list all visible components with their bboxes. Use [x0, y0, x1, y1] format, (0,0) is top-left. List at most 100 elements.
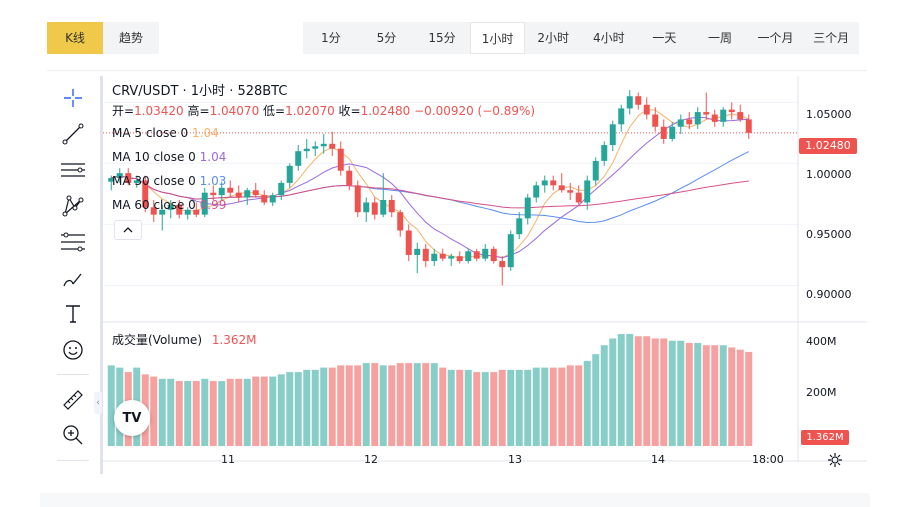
volume-bar [481, 372, 489, 446]
timeframe-2h[interactable]: 2小时 [537, 31, 569, 45]
volume-bar [558, 367, 566, 446]
ma30-label: MA 30 close 0 [112, 174, 196, 188]
candle [269, 195, 276, 203]
ma30-legend[interactable]: MA 30 close 0 1.03 [112, 173, 535, 189]
volume-bar [719, 345, 727, 446]
candle [567, 190, 574, 193]
volume-bar [405, 363, 413, 446]
volume-bar [651, 338, 659, 446]
open-label: 开= [112, 104, 135, 118]
volume-bar [702, 345, 710, 446]
chevron-up-icon [123, 227, 133, 233]
ma10-legend[interactable]: MA 10 close 0 1.04 [112, 149, 535, 165]
candle [635, 96, 642, 105]
ma5-value: 1.04 [192, 126, 219, 140]
zoom-in-icon[interactable] [59, 421, 87, 449]
trend-line-icon[interactable] [59, 120, 87, 148]
candle [720, 109, 727, 122]
emoji-icon[interactable] [59, 336, 87, 364]
volume-bar [439, 367, 447, 446]
candle [184, 209, 191, 215]
timeframe-3mo[interactable]: 三个月 [813, 31, 850, 45]
brush-icon[interactable] [59, 264, 87, 292]
candle [380, 200, 387, 215]
volume-bar [541, 367, 549, 446]
timeframe-15m[interactable]: 15分 [428, 31, 456, 45]
volume-bar [192, 381, 200, 446]
volume-bar [566, 365, 574, 446]
tradingview-logo[interactable]: TV [114, 400, 150, 436]
volume-bar [422, 363, 430, 446]
toolbar-divider [57, 374, 89, 375]
volume-bar [388, 365, 396, 446]
text-icon[interactable] [59, 300, 87, 328]
candle [482, 248, 489, 259]
timeframe-4h[interactable]: 4小时 [592, 31, 625, 45]
tab-trend[interactable]: 趋势 [103, 22, 159, 54]
ruler-icon[interactable] [59, 386, 87, 414]
ma-line [111, 116, 749, 259]
ma5-legend[interactable]: MA 5 close 0 1.04 [112, 125, 535, 141]
volume-bar [575, 365, 583, 446]
timeframe-1d[interactable]: 一天 [652, 31, 677, 45]
volume-bar [711, 345, 719, 446]
volume-bar [736, 349, 744, 446]
candle [448, 256, 455, 259]
candle [465, 251, 472, 262]
volume-bar [269, 376, 277, 446]
volume-bar [685, 342, 693, 446]
ma60-label: MA 60 close 0 [112, 198, 196, 212]
volume-bar [184, 381, 192, 446]
timeframe-1mo[interactable]: 一个月 [757, 31, 794, 45]
timeframe-5m[interactable]: 5分 [376, 31, 397, 45]
horizontal-lines-icon[interactable] [59, 156, 87, 184]
candle [108, 178, 115, 182]
fib-retracement-icon[interactable] [59, 228, 87, 256]
toolbar-separator[interactable] [100, 76, 103, 474]
crosshair-icon[interactable] [59, 84, 87, 112]
footer-strip [40, 493, 870, 507]
candle [278, 182, 285, 196]
pattern-icon[interactable] [59, 192, 87, 220]
volume-bar [507, 369, 515, 446]
candle [643, 104, 650, 115]
candle [745, 119, 752, 133]
ma10-label: MA 10 close 0 [112, 150, 196, 164]
volume-bar [643, 336, 651, 446]
candle [371, 202, 378, 215]
volume-bar [303, 369, 311, 446]
ma60-legend[interactable]: MA 60 close 0 0.99 [112, 197, 535, 213]
timeframe-1w[interactable]: 一周 [707, 31, 732, 45]
timeframe-1h[interactable]: 1小时 [469, 22, 526, 54]
volume-bar [175, 381, 183, 446]
candle [167, 204, 174, 210]
volume-bar [286, 372, 294, 446]
volume-bar [158, 378, 166, 446]
candle [244, 190, 251, 198]
price-chart[interactable] [103, 76, 867, 476]
candle [626, 96, 633, 109]
candle [295, 151, 302, 166]
candle [601, 145, 608, 161]
symbol-title: CRV/USDT · 1小时 · 528BTC [112, 84, 288, 99]
scroll-left-icon[interactable]: ‹ [94, 392, 102, 414]
ohlc-row: 开=1.03420 高=1.04070 低=1.02070 收=1.02480 … [112, 103, 535, 119]
high-label: 高= [187, 104, 210, 118]
open-value: 1.03420 [134, 104, 184, 118]
high-value: 1.04070 [209, 104, 260, 118]
ma-line [111, 109, 749, 259]
volume-bar [515, 369, 523, 446]
candle [618, 108, 625, 125]
time-label: 14 [651, 453, 665, 466]
ma-line [111, 175, 749, 209]
timeframe-1m[interactable]: 1分 [320, 31, 341, 45]
candle [499, 261, 506, 268]
tab-kline[interactable]: K线 [47, 22, 103, 54]
volume-bar [294, 372, 302, 446]
collapse-legend-button[interactable] [114, 220, 142, 240]
volume-bar [260, 376, 268, 446]
settings-gear-icon[interactable] [827, 452, 843, 472]
volume-bar [328, 367, 336, 446]
low-value: 1.02070 [285, 104, 335, 118]
volume-bar [209, 381, 217, 446]
